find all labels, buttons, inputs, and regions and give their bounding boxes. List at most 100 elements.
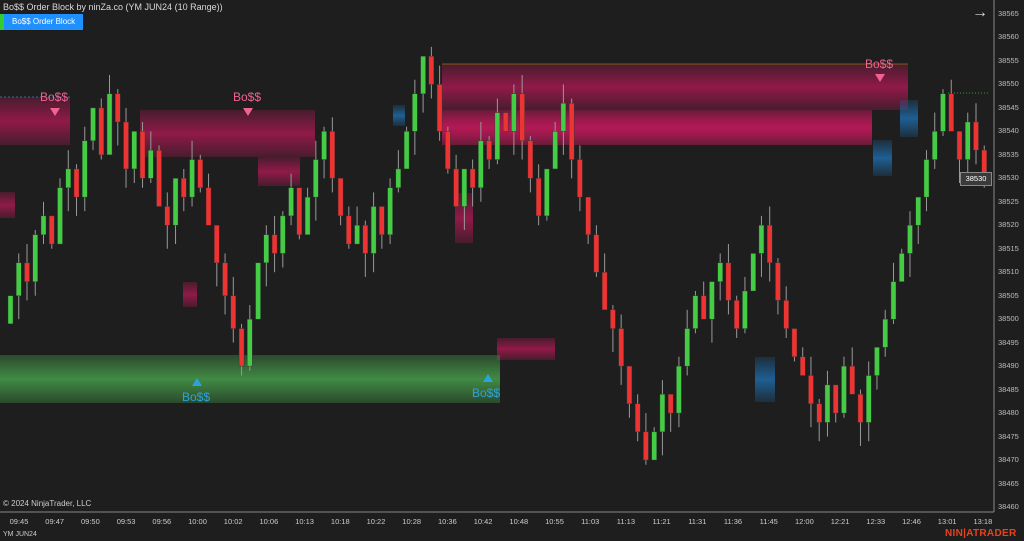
candle-body xyxy=(16,262,22,296)
candle-body xyxy=(700,295,707,320)
indicator-button[interactable]: Bo$$ Order Block xyxy=(4,14,84,30)
candle-body xyxy=(535,178,542,217)
candle-body xyxy=(585,196,591,235)
price-tick: 38560 xyxy=(998,32,1019,42)
candle-body xyxy=(189,159,195,198)
price-tick: 38515 xyxy=(998,243,1019,253)
time-tick: 10:28 xyxy=(402,517,422,526)
candle-body xyxy=(601,272,608,310)
time-tick: 10:06 xyxy=(259,517,279,526)
candle-body xyxy=(899,253,905,282)
candle-body xyxy=(593,234,600,273)
candle-body xyxy=(502,112,509,132)
time-tick: 09:47 xyxy=(45,517,65,526)
candle-body xyxy=(24,262,30,282)
price-tick: 38460 xyxy=(998,502,1019,512)
time-tick: 10:02 xyxy=(223,517,243,526)
candle-body xyxy=(667,394,674,414)
bearish-order-block-zone xyxy=(0,192,15,218)
candle-body xyxy=(709,281,715,320)
candle-body xyxy=(676,365,682,414)
candle-body xyxy=(634,403,641,433)
candle-body xyxy=(486,140,492,160)
candle-body xyxy=(469,168,476,188)
candle-body xyxy=(131,131,137,170)
time-tick: 10:13 xyxy=(295,517,314,526)
price-tick: 38495 xyxy=(998,337,1019,347)
candle-body xyxy=(370,206,377,254)
candle-body xyxy=(280,215,286,254)
bearish-triangle-icon xyxy=(243,108,253,116)
blue-zone xyxy=(900,100,918,137)
candle-body xyxy=(494,112,501,160)
blue-zone xyxy=(755,357,775,402)
candle-body xyxy=(766,225,773,264)
candle-body xyxy=(610,309,616,329)
time-tick: 10:22 xyxy=(366,517,386,526)
candle-body xyxy=(445,131,451,170)
candle-body xyxy=(511,93,517,132)
candle-body xyxy=(247,318,253,367)
time-tick: 12:46 xyxy=(902,517,921,526)
price-tick: 38565 xyxy=(998,9,1019,18)
candle-body xyxy=(148,149,154,179)
candle-body xyxy=(205,187,212,226)
time-tick: 10:36 xyxy=(438,517,457,526)
candle-body xyxy=(412,93,418,132)
candle-body xyxy=(49,215,55,245)
candle-body xyxy=(82,140,88,198)
candle-body xyxy=(238,328,245,367)
bearish-order-block-zone xyxy=(140,110,315,157)
time-tick: 11:45 xyxy=(759,517,778,526)
current-price-tag: 38530 xyxy=(960,172,992,186)
candle-body xyxy=(824,384,831,423)
candle-body xyxy=(742,290,748,329)
price-tick: 38465 xyxy=(998,478,1019,488)
arrow-right-icon[interactable]: → xyxy=(972,4,988,21)
candle-body xyxy=(156,149,162,207)
candle-body xyxy=(527,140,534,179)
price-tick: 38550 xyxy=(998,79,1019,89)
candle-body xyxy=(395,168,402,188)
candle-body xyxy=(750,253,756,292)
candle-body xyxy=(115,93,121,123)
candle-body xyxy=(568,103,575,160)
price-tick: 38520 xyxy=(998,220,1019,230)
candle-body xyxy=(230,295,237,329)
bearish-order-block-zone xyxy=(0,97,70,145)
candle-body xyxy=(197,159,203,188)
candle-body xyxy=(106,93,113,156)
instrument-label: YM JUN24 xyxy=(3,531,37,538)
time-tick: 11:03 xyxy=(581,517,600,526)
time-tick: 10:42 xyxy=(473,517,493,526)
candle-body xyxy=(791,328,798,357)
candle-body xyxy=(783,300,789,329)
candle-body xyxy=(403,131,410,170)
candle-body xyxy=(948,93,954,132)
bullish-triangle-icon xyxy=(192,378,202,386)
candle-body xyxy=(849,365,855,395)
candle-body xyxy=(932,131,938,160)
time-tick: 10:18 xyxy=(330,517,350,526)
candle-body xyxy=(725,262,732,301)
candle-body xyxy=(758,225,765,254)
candle-body xyxy=(915,196,921,226)
time-tick: 10:48 xyxy=(509,517,529,526)
time-tick: 12:33 xyxy=(866,517,886,526)
bearish-signal-label: Bo$$ xyxy=(865,57,894,71)
candle-body xyxy=(552,131,558,170)
time-tick: 10:55 xyxy=(545,517,564,526)
candle-body xyxy=(659,394,666,433)
candle-body xyxy=(453,168,459,207)
chart-title: Bo$$ Order Block by ninZa.co (YM JUN24 (… xyxy=(3,2,223,12)
price-tick: 38505 xyxy=(998,290,1019,300)
candle-body xyxy=(222,262,228,296)
candle-body xyxy=(362,225,369,254)
candle-body xyxy=(40,215,47,235)
candle-body xyxy=(560,103,567,132)
bullish-signal-label: Bo$$ xyxy=(182,390,211,404)
candle-body xyxy=(346,215,352,245)
candle-body xyxy=(890,281,897,320)
time-tick: 13:18 xyxy=(973,517,993,526)
